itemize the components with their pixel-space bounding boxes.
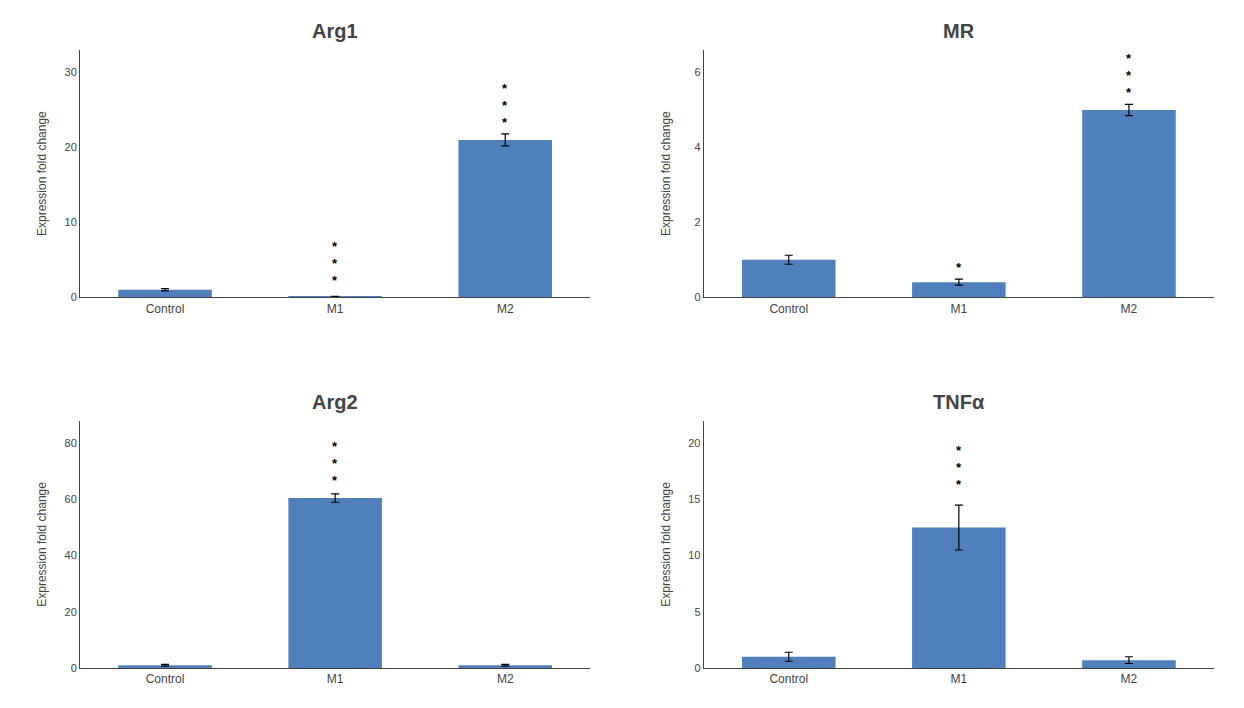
svg-text:30: 30 [65, 66, 77, 78]
svg-text:60: 60 [65, 493, 77, 505]
svg-text:Arg1: Arg1 [312, 20, 358, 42]
svg-text:0: 0 [694, 662, 700, 674]
svg-text:MR: MR [943, 20, 975, 42]
svg-text:M1: M1 [327, 302, 344, 316]
svg-text:2: 2 [694, 216, 700, 228]
svg-text:***: *** [502, 81, 508, 130]
svg-text:20: 20 [65, 141, 77, 153]
svg-text:Expression fold change: Expression fold change [659, 482, 673, 607]
svg-text:Arg2: Arg2 [312, 391, 358, 413]
svg-text:40: 40 [65, 549, 77, 561]
svg-text:*: * [956, 260, 962, 275]
svg-text:M1: M1 [951, 302, 968, 316]
svg-text:10: 10 [688, 549, 700, 561]
svg-text:4: 4 [694, 141, 700, 153]
svg-text:M1: M1 [951, 672, 968, 686]
svg-text:10: 10 [65, 216, 77, 228]
svg-text:Control: Control [146, 302, 185, 316]
svg-text:M2: M2 [1121, 302, 1138, 316]
svg-text:Expression fold change: Expression fold change [35, 482, 49, 607]
svg-text:Control: Control [769, 672, 808, 686]
svg-text:***: *** [956, 443, 962, 492]
svg-text:TNFα: TNFα [933, 391, 985, 413]
svg-text:0: 0 [694, 291, 700, 303]
svg-text:Expression fold change: Expression fold change [35, 111, 49, 236]
svg-text:Control: Control [146, 672, 185, 686]
svg-text:M2: M2 [497, 672, 514, 686]
svg-text:***: *** [332, 439, 338, 488]
svg-text:M2: M2 [497, 302, 514, 316]
svg-text:***: *** [1126, 51, 1132, 100]
svg-text:80: 80 [65, 437, 77, 449]
svg-text:0: 0 [71, 662, 77, 674]
svg-text:Expression fold change: Expression fold change [659, 111, 673, 236]
svg-text:15: 15 [688, 493, 700, 505]
svg-text:20: 20 [65, 606, 77, 618]
svg-text:6: 6 [694, 66, 700, 78]
svg-text:***: *** [332, 239, 338, 288]
svg-text:20: 20 [688, 437, 700, 449]
svg-text:M2: M2 [1121, 672, 1138, 686]
svg-text:Control: Control [769, 302, 808, 316]
svg-text:5: 5 [694, 606, 700, 618]
svg-text:M1: M1 [327, 672, 344, 686]
svg-text:0: 0 [71, 291, 77, 303]
